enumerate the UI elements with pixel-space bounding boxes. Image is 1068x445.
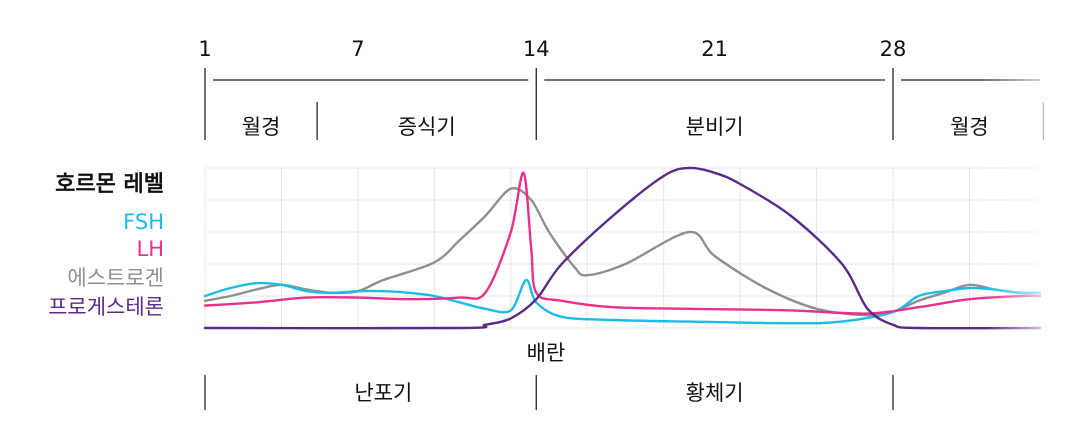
series-line-lh <box>203 171 1042 315</box>
ovarian-phase-label: 난포기 <box>354 381 412 405</box>
day-tick-label: 21 <box>701 37 728 61</box>
day-tick-label: 7 <box>351 37 364 61</box>
plot-area <box>205 168 1040 328</box>
uterine-phase-label: 증식기 <box>398 115 456 139</box>
series-line-progesterone <box>203 166 1042 330</box>
edge-fade <box>985 60 1068 350</box>
uterine-phase-label: 월경 <box>242 115 281 139</box>
uterine-phase-label: 월경 <box>950 115 989 139</box>
hormone-series <box>203 166 1042 330</box>
ovarian-phase-label: 황체기 <box>686 381 744 405</box>
day-tick-label: 28 <box>880 37 907 61</box>
day-tick-label: 1 <box>198 37 211 61</box>
right-fade <box>985 60 1068 350</box>
day-tick-label: 14 <box>523 37 550 61</box>
series-line-fsh <box>203 278 1042 325</box>
uterine-phase-label: 분비기 <box>686 115 744 139</box>
chart-grid <box>204 167 1040 329</box>
